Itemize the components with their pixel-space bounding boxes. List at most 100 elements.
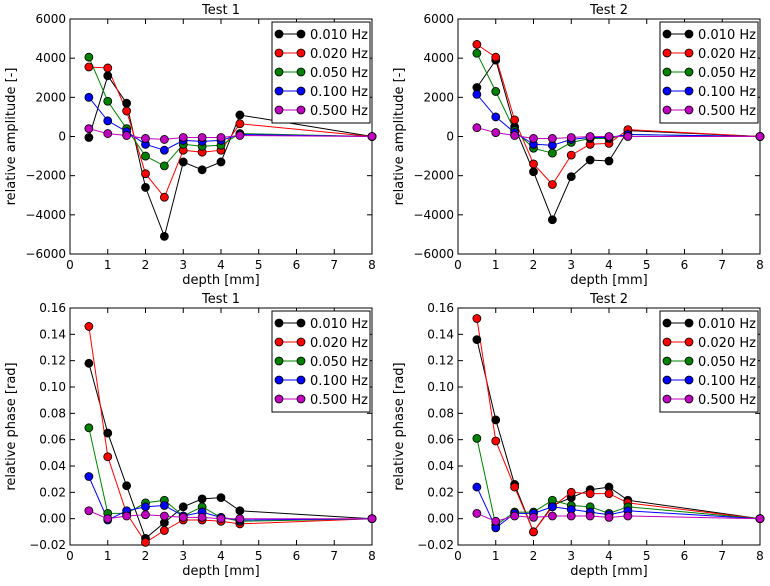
data-point	[367, 132, 377, 141]
legend-label: 0.100 Hz	[698, 85, 756, 100]
x-tick-label: 4	[605, 549, 613, 563]
y-tick-label: −6000	[413, 247, 454, 261]
legend-marker	[662, 337, 672, 347]
legend-marker	[684, 318, 694, 328]
series-line-5	[88, 128, 373, 140]
y-tick-label: 0.02	[39, 485, 66, 499]
y-tick-label: 4000	[423, 51, 454, 65]
x-tick-label: 6	[293, 549, 301, 563]
data-point	[84, 358, 94, 368]
data-point	[472, 89, 482, 99]
data-point	[103, 96, 113, 106]
x-tick-label: 3	[567, 258, 575, 272]
legend-marker	[662, 375, 672, 385]
legend-label: 0.010 Hz	[698, 317, 756, 332]
x-tick-label: 0	[66, 549, 74, 563]
y-tick-label: 2000	[35, 90, 66, 104]
legend-marker	[274, 67, 284, 77]
data-point	[623, 511, 633, 521]
x-tick-label: 4	[217, 258, 225, 272]
x-tick-label: 4	[605, 258, 613, 272]
data-point	[604, 132, 614, 141]
y-tick-label: 0.16	[427, 301, 454, 315]
y-axis-label: relative phase [rad]	[392, 362, 407, 490]
legend-marker	[274, 318, 284, 328]
y-axis-label: relative amplitude [-]	[392, 68, 407, 206]
x-tick-label: 3	[179, 258, 187, 272]
data-point	[216, 157, 226, 167]
y-tick-label: 0.04	[39, 459, 66, 473]
data-point	[235, 514, 245, 524]
legend-label: 0.500 Hz	[698, 393, 756, 408]
data-point	[197, 494, 207, 504]
data-point	[159, 231, 169, 241]
legend-marker	[296, 105, 306, 115]
data-point	[529, 159, 538, 169]
y-tick-label: −0.02	[29, 538, 66, 552]
legend-marker	[274, 29, 284, 39]
data-point	[159, 526, 169, 535]
data-point	[585, 489, 595, 499]
series-line-1	[476, 339, 761, 533]
data-point	[566, 511, 576, 521]
data-point	[103, 514, 113, 524]
x-axis-label: depth [mm]	[182, 273, 259, 288]
data-point	[141, 502, 150, 512]
data-point	[84, 322, 94, 331]
data-point	[472, 335, 482, 345]
data-point	[547, 502, 557, 512]
data-point	[84, 62, 94, 72]
legend-marker	[662, 105, 672, 115]
y-tick-label: −6000	[25, 247, 66, 261]
data-point	[585, 155, 595, 165]
data-point	[178, 157, 188, 167]
x-tick-label: 7	[718, 258, 726, 272]
legend-label: 0.010 Hz	[310, 28, 368, 43]
subplot-3: Test 1 0 1 2 3 4 5 6 7 8 −0.02 0.00 0.02 0.04 0.06 0.08…	[4, 292, 377, 579]
series-line-4	[88, 96, 373, 151]
data-point	[510, 511, 520, 521]
series-line-3	[88, 57, 373, 167]
legend-marker	[684, 29, 694, 39]
data-point	[141, 151, 150, 161]
legend-marker	[274, 337, 284, 347]
y-tick-label: 0.16	[39, 301, 66, 315]
data-point	[529, 134, 538, 143]
y-tick-label: 0	[58, 130, 66, 144]
data-point	[491, 52, 501, 62]
legend-label: 0.100 Hz	[310, 374, 368, 389]
chart-title: Test 2	[589, 3, 628, 18]
data-point	[235, 131, 245, 140]
series-line-1	[88, 363, 373, 540]
legend-marker	[662, 356, 672, 366]
legend-label: 0.020 Hz	[698, 336, 756, 351]
legend-marker	[684, 67, 694, 77]
x-tick-label: 1	[492, 258, 500, 272]
legend-marker	[662, 67, 672, 77]
x-tick-label: 5	[255, 549, 263, 563]
data-point	[103, 129, 113, 138]
data-point	[547, 511, 557, 521]
x-tick-label: 5	[643, 549, 651, 563]
data-point	[84, 124, 94, 134]
chart-title: Test 1	[201, 3, 240, 18]
legend-label: 0.100 Hz	[310, 85, 368, 100]
series-line-3	[88, 427, 373, 522]
y-tick-label: 6000	[35, 12, 66, 26]
x-tick-label: 3	[567, 549, 575, 563]
y-tick-label: 2000	[423, 90, 454, 104]
x-tick-label: 0	[66, 258, 74, 272]
data-point	[159, 161, 169, 171]
data-point	[472, 123, 482, 133]
y-axis-label: relative amplitude [-]	[4, 68, 19, 206]
y-tick-label: 0.00	[39, 512, 66, 526]
data-point	[367, 514, 377, 524]
chart-title: Test 2	[589, 292, 628, 307]
y-tick-label: 0.14	[427, 327, 454, 341]
legend-marker	[684, 337, 694, 347]
data-point	[529, 167, 538, 177]
x-tick-label: 8	[756, 258, 764, 272]
data-point	[604, 489, 614, 499]
legend-marker	[296, 29, 306, 39]
x-tick-label: 0	[454, 549, 462, 563]
